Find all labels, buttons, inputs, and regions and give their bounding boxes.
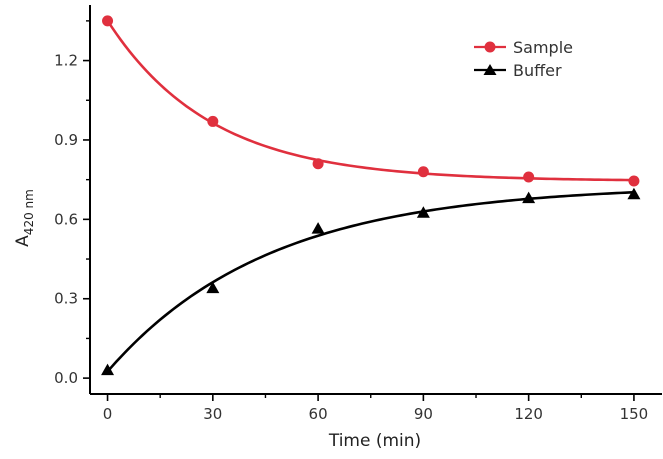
x-tick-label: 120 xyxy=(514,405,543,423)
series-sample-point xyxy=(523,172,534,183)
y-tick-label: 1.2 xyxy=(54,52,78,70)
x-tick-label: 150 xyxy=(620,405,649,423)
y-tick-label: 0.9 xyxy=(54,131,78,149)
legend-buffer-label: Buffer xyxy=(513,61,562,80)
x-tick-label: 0 xyxy=(103,405,113,423)
legend-sample-label: Sample xyxy=(513,38,573,57)
x-tick-label: 60 xyxy=(309,405,328,423)
series-sample-point xyxy=(102,15,113,26)
x-tick-label: 90 xyxy=(414,405,433,423)
series-buffer-point xyxy=(312,222,325,234)
axes xyxy=(83,5,662,401)
y-tick-label: 0.3 xyxy=(54,290,78,308)
x-axis-title: Time (min) xyxy=(328,431,421,451)
legend: Sample Buffer xyxy=(474,38,573,80)
y-tick-label: 0.0 xyxy=(54,369,78,387)
y-axis-title-subscript: 420 nm xyxy=(22,189,36,235)
legend-sample-marker xyxy=(485,42,496,53)
x-tick-label: 30 xyxy=(203,405,222,423)
series-sample-point xyxy=(207,116,218,127)
y-tick-label: 0.6 xyxy=(54,210,78,228)
series-sample-point xyxy=(628,175,639,186)
y-axis-title: A420 nm xyxy=(13,189,36,247)
series-buffer-curve xyxy=(108,192,634,371)
series-sample-point xyxy=(313,158,324,169)
tick-labels: 0 30 60 90 120 150 0.0 0.3 0.6 0.9 1.2 xyxy=(54,52,648,423)
y-axis-title-main: A xyxy=(13,235,33,247)
series-sample-point xyxy=(418,166,429,177)
series-buffer-point xyxy=(206,282,219,294)
